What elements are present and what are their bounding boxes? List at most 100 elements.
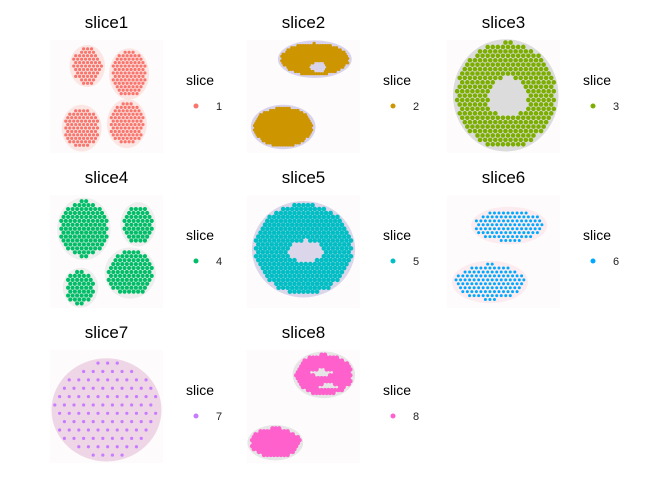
spot (321, 214, 327, 220)
spot (276, 214, 281, 220)
spot (145, 210, 150, 216)
spot (475, 80, 480, 85)
spot (467, 102, 473, 107)
spot (335, 253, 340, 259)
spot (510, 62, 516, 67)
spot (278, 218, 284, 224)
spot (102, 214, 107, 220)
spot (122, 218, 127, 223)
spot (317, 59, 321, 63)
spot (301, 202, 306, 208)
spot (456, 282, 460, 286)
spot (319, 265, 324, 271)
spot (271, 452, 277, 458)
spot (68, 242, 73, 247)
spot (144, 394, 148, 399)
spot (144, 428, 148, 432)
spot (502, 227, 505, 231)
spot (108, 273, 114, 279)
spot (74, 109, 78, 113)
spot (289, 285, 295, 291)
spot (328, 210, 333, 216)
spot (102, 230, 107, 235)
spot (70, 238, 75, 243)
spot (267, 238, 272, 243)
spot (317, 269, 322, 275)
spot (123, 119, 127, 123)
spot (117, 109, 121, 113)
spot (513, 270, 517, 274)
spot (492, 298, 496, 301)
spot (493, 66, 498, 72)
spot (79, 293, 84, 298)
spot (68, 218, 73, 223)
legend-label: 7 (216, 411, 222, 423)
spot (515, 141, 521, 147)
spot (312, 72, 316, 76)
spot (61, 230, 66, 235)
spot (548, 111, 554, 116)
spot (72, 226, 77, 231)
spot (276, 285, 281, 291)
spot (307, 222, 313, 228)
spot (462, 119, 468, 125)
spot (253, 253, 259, 259)
spot (522, 223, 526, 227)
spot (63, 210, 68, 216)
spot (326, 230, 331, 235)
spot (486, 294, 490, 298)
spot (480, 97, 485, 103)
spot (258, 246, 263, 251)
spot (543, 119, 549, 125)
spot (523, 84, 529, 90)
spot (265, 234, 270, 239)
spot (131, 105, 135, 109)
spot (262, 261, 268, 267)
spot (81, 234, 86, 239)
spot (91, 436, 95, 440)
spot (87, 78, 92, 82)
spot (324, 390, 329, 396)
spot (522, 215, 526, 219)
spot (480, 106, 485, 112)
spot (290, 449, 295, 455)
spot (504, 278, 508, 282)
spot (142, 238, 148, 243)
spot (486, 278, 490, 282)
spot (91, 50, 96, 54)
spot (298, 214, 304, 220)
spot (95, 234, 100, 239)
spot (82, 420, 86, 424)
spot (499, 286, 503, 290)
spot (506, 266, 510, 270)
legend-label: 5 (413, 256, 419, 268)
spot (467, 93, 473, 98)
spot (88, 277, 93, 282)
spot (300, 384, 306, 390)
spot (136, 281, 141, 286)
spot (459, 115, 465, 121)
spot (267, 269, 272, 275)
spot (115, 71, 119, 75)
spot (93, 214, 98, 220)
spot (490, 223, 494, 227)
spot (78, 143, 82, 147)
spot (541, 80, 546, 85)
spot (86, 203, 91, 208)
spot (77, 226, 82, 231)
spot (480, 53, 485, 59)
spot (85, 81, 90, 85)
spot (262, 238, 268, 243)
spot (323, 226, 329, 232)
spot (83, 119, 88, 123)
spot (321, 246, 327, 251)
spot (125, 74, 129, 78)
spot (274, 210, 279, 216)
spot (477, 111, 483, 116)
spot (131, 85, 135, 89)
spot (267, 261, 272, 267)
spot (262, 222, 268, 228)
spot (286, 143, 290, 147)
spot (74, 122, 78, 127)
spot (526, 115, 531, 121)
